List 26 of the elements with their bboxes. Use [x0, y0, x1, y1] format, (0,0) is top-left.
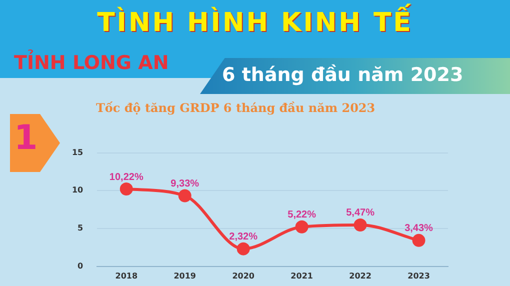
x-tick-label: 2021 — [290, 271, 314, 280]
point — [354, 218, 367, 232]
text: 6 tháng đầu năm 2023 — [222, 64, 464, 86]
data-label: 9,33% — [170, 178, 200, 190]
x-tick-label: 2019 — [174, 271, 196, 280]
text: Tốc độ tăng GRDP 6 tháng đầu năm 2023 — [96, 101, 376, 115]
x-tick-label: 2018 — [115, 271, 138, 280]
data-label: 2,32% — [229, 232, 258, 243]
data-label: 5,22% — [288, 210, 316, 221]
x-tick-label: 2023 — [408, 271, 430, 280]
point — [412, 234, 426, 247]
y-tick-label: 0 — [78, 261, 84, 270]
x-tick-label: 2022 — [349, 271, 372, 280]
point — [295, 220, 308, 234]
data-label: 10,22% — [109, 172, 144, 183]
data-label: 3,43% — [404, 223, 434, 234]
point — [236, 242, 250, 256]
point — [178, 189, 192, 202]
point — [120, 182, 133, 196]
x-tick-label: 2020 — [232, 271, 255, 280]
chart-subtitle: TỈNH LONG AN — [14, 52, 169, 74]
y-tick-label: 10 — [72, 186, 84, 195]
y-tick-label: 5 — [78, 224, 84, 233]
text: 1 — [14, 118, 38, 158]
y-tick-label: 15 — [72, 148, 84, 157]
data-label: 5,47% — [346, 208, 375, 219]
